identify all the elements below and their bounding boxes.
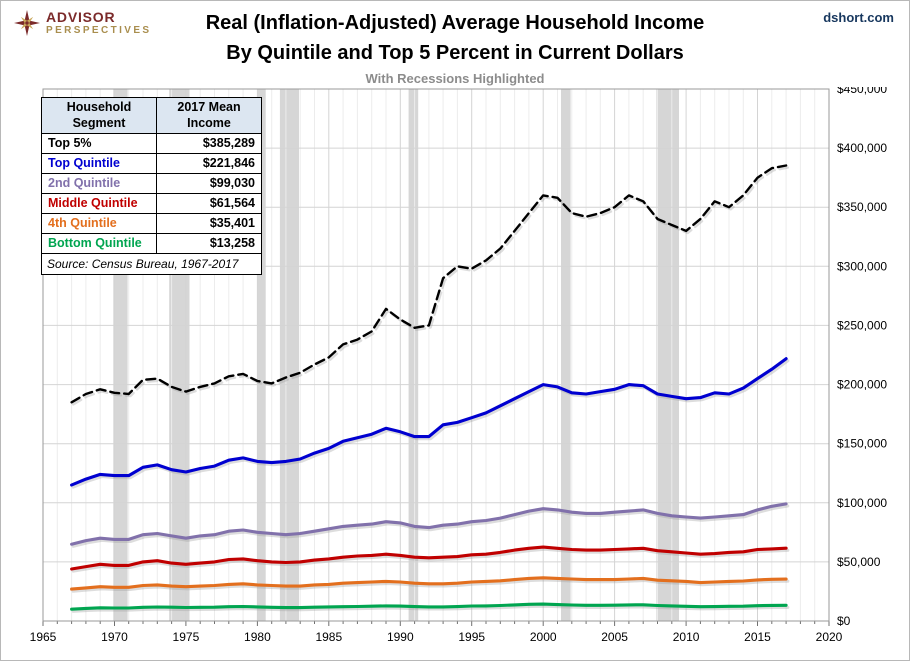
y-axis-tick-label: $250,000	[837, 318, 887, 332]
legend-row: Middle Quintile $61,564	[41, 192, 262, 214]
x-axis-tick-label: 1985	[315, 630, 342, 644]
legend-income-value: $13,258	[156, 232, 262, 254]
plot-border	[42, 88, 830, 622]
legend-source-row: Source: Census Bureau, 1967-2017	[41, 252, 262, 275]
legend-segment-label: 4th Quintile	[41, 212, 157, 234]
series-line-bottom-quintile	[70, 602, 788, 611]
x-axis-tick-label: 1980	[244, 630, 271, 644]
x-axis-tick-label: 1970	[101, 630, 128, 644]
series-line-second-quintile	[70, 502, 788, 546]
legend-col-household-segment: Household Segment	[41, 96, 157, 135]
recession-band	[656, 89, 679, 621]
y-axis-tick-label: $0	[837, 614, 851, 628]
legend-segment-label: Top Quintile	[41, 153, 157, 174]
x-axis-tick-label: 2000	[530, 630, 557, 644]
x-axis-tick-label: 2010	[673, 630, 700, 644]
chart-canvas: $0 $50,000 $100,000 $150,000 $200,000 $250,00…	[30, 82, 888, 644]
x-axis-tick-label: 1995	[458, 630, 485, 644]
legend-col-2017-mean-income: 2017 Mean Income	[156, 96, 262, 135]
legend-source-text: Source: Census Bureau, 1967-2017	[41, 252, 262, 275]
y-axis-tick-label: $450,000	[837, 87, 887, 96]
legend-income-value: $35,401	[156, 212, 262, 234]
legend-row: Top 5% $385,289	[41, 133, 262, 155]
series-shadow-bottom-quintile	[71, 604, 790, 613]
series-line-middle-quintile	[70, 545, 788, 571]
legend-income-value: $61,564	[156, 192, 262, 214]
logo-text: ADVISOR PERSPECTIVES	[46, 10, 152, 36]
x-axis-tick-label: 1990	[387, 630, 414, 644]
x-axis-tick-label: 2015	[744, 630, 771, 644]
x-axis-tick-label: 1965	[30, 630, 57, 644]
x-axis-tick-label: 2005	[601, 630, 628, 644]
series-shadow-middle-quintile	[71, 547, 790, 573]
chart-subtitle: With Recessions Highlighted	[365, 71, 545, 86]
series-line-top-5-percent	[70, 164, 788, 404]
logo-advisor-text: ADVISOR	[46, 9, 116, 25]
advisor-perspectives-logo: ADVISOR PERSPECTIVES	[14, 10, 152, 36]
y-axis-tick-label: $200,000	[837, 378, 887, 392]
chart-title-line2: By Quintile and Top 5 Percent in Current…	[226, 42, 684, 64]
legend-table: Household Segment 2017 Mean Income Top 5…	[41, 96, 262, 275]
legend-row: 2nd Quintile $99,030	[41, 173, 262, 194]
legend-segment-label: Middle Quintile	[41, 192, 157, 214]
recession-band	[257, 89, 266, 621]
legend-row: Top Quintile $221,846	[41, 153, 262, 174]
series-shadow-top-5-percent	[72, 166, 790, 406]
legend-row: 4th Quintile $35,401	[41, 212, 262, 234]
y-axis-tick-label: $150,000	[837, 437, 887, 451]
series-line-fourth-quintile	[70, 576, 788, 591]
legend-row: Bottom Quintile $13,258	[41, 232, 262, 254]
legend-table-body: Top 5% $385,289 Top Quintile $221,846 2nd Qu…	[41, 133, 262, 254]
logo-perspectives-text: PERSPECTIVES	[46, 25, 152, 36]
legend-segment-label: Bottom Quintile	[41, 232, 157, 254]
chart-title-line1: Real (Inflation-Adjusted) Average Househ…	[205, 12, 705, 34]
series-shadow-second-quintile	[71, 504, 790, 548]
legend-income-value: $99,030	[156, 173, 262, 194]
recession-band	[561, 89, 571, 621]
recession-band	[279, 89, 299, 621]
legend-segment-label: 2nd Quintile	[41, 173, 157, 194]
series-shadow-fourth-quintile	[71, 578, 790, 593]
series-shadow-top-quintile	[71, 359, 790, 489]
series-line-top-quintile	[70, 357, 788, 487]
compass-rose-icon	[14, 10, 40, 36]
legend-segment-label: Top 5%	[41, 133, 157, 155]
y-axis-tick-label: $400,000	[837, 141, 887, 155]
y-axis-tick-label: $50,000	[837, 555, 881, 569]
chart-area: $0 $50,000 $100,000 $150,000 $200,000 $250,00…	[1, 82, 909, 660]
dshort-watermark-link[interactable]: dshort.com	[823, 10, 894, 25]
y-axis-tick-label: $300,000	[837, 259, 887, 273]
x-axis-tick-label: 2020	[816, 630, 843, 644]
legend-income-value: $385,289	[156, 133, 262, 155]
legend-header-row: Household Segment 2017 Mean Income	[41, 96, 262, 135]
x-axis-tick-label: 1975	[173, 630, 200, 644]
y-axis-tick-label: $350,000	[837, 200, 887, 214]
recession-band	[408, 89, 419, 621]
y-axis-tick-label: $100,000	[837, 496, 887, 510]
legend-income-value: $221,846	[156, 153, 262, 174]
